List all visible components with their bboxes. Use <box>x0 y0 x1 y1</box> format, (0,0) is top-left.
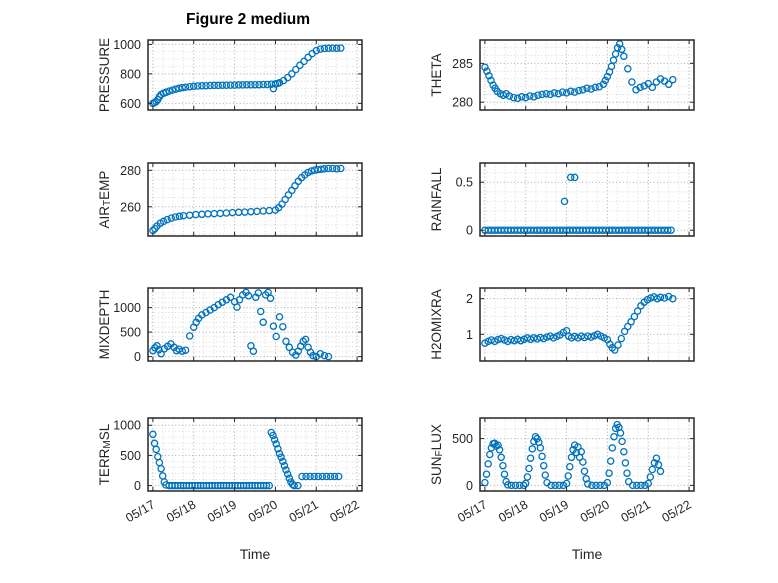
x-tick-label: 05/17 <box>123 497 157 525</box>
y-axis-label: TERRMSL <box>97 423 113 485</box>
x-axis-label-right: Time <box>571 546 603 562</box>
y-tick-label: 0 <box>134 350 141 364</box>
tick-marks <box>148 40 362 110</box>
tick-marks <box>148 288 362 361</box>
axes-box <box>147 39 363 111</box>
plot-background <box>480 163 694 236</box>
data-points <box>149 164 345 235</box>
axes-box <box>479 417 695 492</box>
y-tick-label: 600 <box>120 97 141 111</box>
y-axis-label: AIRTEMP <box>97 171 113 229</box>
y-tick-label: 2 <box>466 292 473 306</box>
axes-box <box>147 287 363 362</box>
y-tick-label: 0 <box>466 224 473 238</box>
x-tick-label: 05/22 <box>328 497 362 525</box>
y-tick-label: 500 <box>452 432 473 446</box>
y-tick-label: 0 <box>466 479 473 493</box>
y-tick-label: 0.5 <box>456 176 473 190</box>
subplot-air-temp: 260 280 AIRTEMP <box>97 162 363 237</box>
y-axis-label: RAINFALL <box>429 167 444 231</box>
x-tick-label: 05/17 <box>455 497 489 525</box>
x-tick-label: 05/19 <box>205 497 239 525</box>
tick-marks <box>148 163 362 236</box>
y-tick-label: 260 <box>120 200 141 214</box>
plot-background <box>148 163 362 236</box>
y-tick-label: 285 <box>452 57 473 71</box>
y-axis-label: MIXDEPTH <box>97 290 112 360</box>
x-tick-label: 05/18 <box>496 497 530 525</box>
grid <box>148 40 362 110</box>
x-tick-label: 05/20 <box>578 497 612 525</box>
y-axis-label: PRESSURE <box>97 38 112 112</box>
plot-background <box>480 418 694 491</box>
data-points <box>149 44 345 108</box>
axes-box <box>147 417 363 492</box>
data-points <box>481 292 677 354</box>
tick-marks <box>480 163 694 236</box>
tick-marks <box>480 418 694 491</box>
x-tick-label: 05/19 <box>537 497 571 525</box>
subplot-h2omixra: 1 2 H2OMIXRA <box>429 287 695 362</box>
x-tick-label: 05/20 <box>246 497 280 525</box>
y-axis-label: THETA <box>429 53 444 96</box>
figure-title: Figure 2 medium <box>185 11 311 28</box>
y-tick-label: 1 <box>466 328 473 342</box>
data-points <box>149 428 343 490</box>
data-points <box>481 40 677 103</box>
data-points <box>481 420 665 490</box>
data-points <box>481 173 675 234</box>
tick-marks <box>480 288 694 361</box>
y-tick-label: 500 <box>120 326 141 340</box>
axes-box <box>479 162 695 237</box>
y-axis-label: SUNFLUX <box>429 424 445 485</box>
y-tick-label: 1000 <box>113 419 141 433</box>
x-tick-label: 05/22 <box>660 497 694 525</box>
tick-marks <box>480 40 694 110</box>
y-axis-label: H2OMIXRA <box>429 289 444 360</box>
y-tick-label: 1000 <box>113 38 141 52</box>
x-tick-label: 05/21 <box>287 497 321 525</box>
subplot-sun-flux: 0 500 SUNFLUX 05/17 05/18 05/19 05/20 05/21 05/2… <box>429 417 695 525</box>
x-tick-labels: 05/17 05/18 05/19 05/20 05/21 05/22 <box>455 497 693 525</box>
y-tick-label: 500 <box>120 449 141 463</box>
x-tick-label: 05/21 <box>619 497 653 525</box>
y-tick-label: 280 <box>452 96 473 110</box>
tick-marks <box>148 418 362 491</box>
subplot-rainfall: 0 0.5 RAINFALL <box>429 162 695 238</box>
data-points <box>149 288 333 361</box>
x-tick-label: 05/18 <box>164 497 198 525</box>
axes-box <box>479 287 695 362</box>
x-tick-labels: 05/17 05/18 05/19 05/20 05/21 05/22 <box>123 497 361 525</box>
y-tick-label: 280 <box>120 164 141 178</box>
subplot-theta: 280 285 THETA <box>429 39 695 111</box>
y-tick-label: 800 <box>120 67 141 81</box>
x-axis-label-left: Time <box>239 546 271 562</box>
y-tick-label: 0 <box>134 479 141 493</box>
y-tick-label: 1000 <box>113 301 141 315</box>
plot-background <box>148 418 362 491</box>
axes-box <box>147 162 363 237</box>
axes-box <box>479 39 695 111</box>
